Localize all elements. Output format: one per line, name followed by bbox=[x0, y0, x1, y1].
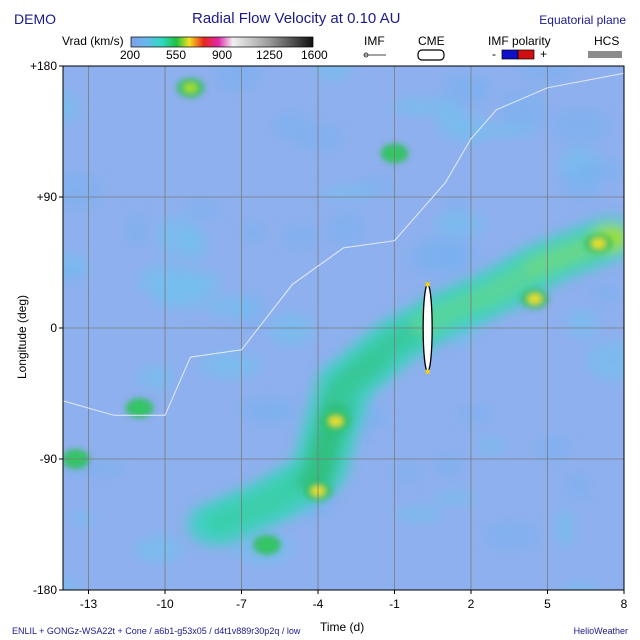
background-patch bbox=[268, 313, 314, 346]
model-info: ENLIL + GONGz-WSA22t + Cone / a6b1-g53x0… bbox=[12, 626, 301, 636]
colorbar-tick: 1600 bbox=[301, 48, 328, 62]
background-patch bbox=[272, 110, 308, 140]
colorbar-tick: 1250 bbox=[256, 48, 283, 62]
x-tick-label: 5 bbox=[544, 597, 551, 611]
y-tick-label: 0 bbox=[50, 321, 57, 335]
background-patch bbox=[580, 159, 624, 182]
cme-marker bbox=[422, 283, 433, 373]
fast-spot bbox=[183, 82, 198, 93]
background-patch bbox=[391, 463, 423, 482]
x-axis-title: Time (d) bbox=[320, 620, 365, 634]
fast-spot bbox=[132, 403, 147, 414]
polarity-minus-label: - bbox=[492, 47, 496, 61]
imf-polarity-label: IMF polarity bbox=[488, 34, 551, 48]
fast-spot bbox=[527, 293, 542, 304]
fast-spot bbox=[328, 416, 343, 427]
background-patch bbox=[406, 240, 466, 277]
polarity-negative-swatch bbox=[501, 49, 519, 60]
background-patch bbox=[560, 583, 599, 590]
background-patch bbox=[435, 211, 486, 237]
y-tick-label: +90 bbox=[37, 190, 58, 204]
background-patch bbox=[240, 221, 266, 243]
x-tick-label: 2 bbox=[468, 597, 475, 611]
background-patch bbox=[441, 72, 487, 107]
background-patch bbox=[71, 511, 97, 526]
background-patch bbox=[433, 454, 464, 477]
x-tick-label: 8 bbox=[621, 597, 628, 611]
hcs-legend-swatch bbox=[588, 51, 622, 58]
y-tick-label: +180 bbox=[30, 59, 57, 73]
colorbar-tick: 200 bbox=[120, 48, 141, 62]
background-patch bbox=[63, 577, 78, 590]
y-tick-label: -90 bbox=[40, 452, 58, 466]
background-patch bbox=[320, 186, 374, 200]
background-patch bbox=[204, 296, 257, 317]
heatmap-area bbox=[63, 66, 624, 590]
x-tick-label: -10 bbox=[156, 597, 174, 611]
chart-title: Radial Flow Velocity at 0.10 AU bbox=[192, 10, 401, 27]
background-patch bbox=[554, 509, 575, 547]
brand-label: HelioWeather bbox=[573, 626, 628, 636]
background-patch bbox=[295, 124, 344, 152]
hcs-line bbox=[63, 72, 624, 416]
background-patch bbox=[519, 66, 574, 82]
background-patch bbox=[138, 263, 198, 299]
background-patch bbox=[63, 265, 83, 281]
background-patch bbox=[313, 66, 352, 80]
background-patch bbox=[499, 90, 550, 130]
cme-legend-label: CME bbox=[418, 34, 445, 48]
background-patch bbox=[455, 405, 495, 424]
x-tick-label: -7 bbox=[236, 597, 247, 611]
cme-marker-top bbox=[425, 282, 430, 287]
polarity-plus-label: + bbox=[540, 47, 548, 61]
background-patch bbox=[125, 211, 148, 248]
imf-legend-label: IMF bbox=[364, 34, 385, 48]
background-patch bbox=[390, 98, 451, 116]
colorbar-tick: 900 bbox=[212, 48, 233, 62]
background-patch bbox=[431, 491, 480, 505]
colorbar-label: Vrad (km/s) bbox=[62, 34, 124, 48]
cme-marker-bottom bbox=[425, 369, 430, 374]
colorbar bbox=[130, 36, 314, 48]
background-patch bbox=[483, 520, 539, 551]
background-patch bbox=[63, 172, 104, 210]
background-patch bbox=[394, 506, 441, 523]
background-patch bbox=[437, 100, 467, 139]
background-patch bbox=[183, 199, 222, 218]
background-patch bbox=[281, 225, 319, 249]
x-tick-label: -13 bbox=[80, 597, 98, 611]
background-patch bbox=[550, 107, 610, 146]
background-patch bbox=[586, 340, 624, 381]
plane-label: Equatorial plane bbox=[539, 13, 626, 27]
background-patch bbox=[213, 66, 262, 92]
cme-legend-symbol bbox=[417, 49, 445, 61]
background-patch bbox=[199, 351, 261, 380]
y-tick-label: -180 bbox=[33, 583, 57, 597]
polarity-positive-swatch bbox=[517, 49, 535, 60]
background-patch bbox=[590, 284, 623, 303]
background-patch bbox=[444, 198, 470, 213]
background-patch bbox=[156, 216, 197, 257]
imf-legend-symbol bbox=[363, 52, 386, 58]
hcs-legend-label: HCS bbox=[594, 34, 620, 48]
background-patch bbox=[134, 535, 183, 563]
x-tick-label: -1 bbox=[389, 597, 400, 611]
demo-label: DEMO bbox=[14, 11, 56, 27]
colorbar-tick: 550 bbox=[166, 48, 187, 62]
x-tick-label: -4 bbox=[313, 597, 324, 611]
background-patch bbox=[567, 308, 597, 338]
background-patch bbox=[533, 436, 573, 460]
background-patch bbox=[63, 91, 78, 124]
background-patch bbox=[237, 396, 299, 423]
fast-spot bbox=[591, 238, 606, 249]
background-patch bbox=[474, 438, 506, 453]
fast-spot bbox=[260, 539, 274, 550]
background-patch bbox=[137, 365, 174, 390]
background-patch bbox=[565, 472, 592, 499]
background-patch bbox=[327, 213, 366, 245]
